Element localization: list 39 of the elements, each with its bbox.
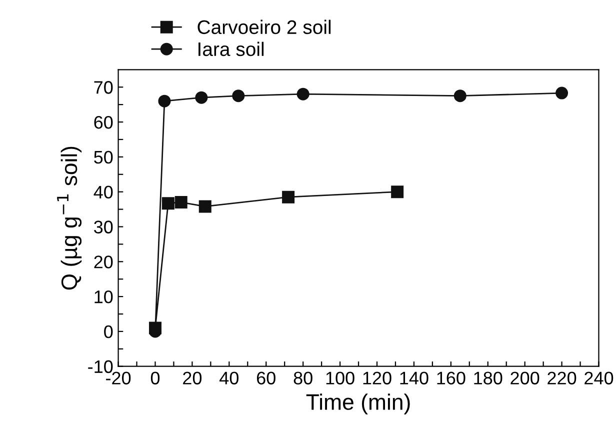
y-tick-label: 50 bbox=[94, 150, 113, 164]
y-tick-label: 10 bbox=[94, 290, 113, 304]
x-tick-label: 200 bbox=[510, 372, 540, 384]
x-tick-label: 80 bbox=[294, 372, 312, 384]
x-tick-label: 120 bbox=[363, 372, 392, 384]
point bbox=[282, 190, 295, 204]
y-tick-label: 20 bbox=[94, 256, 113, 268]
x-tick-label: -20 bbox=[106, 372, 131, 384]
x-tick-label: 220 bbox=[548, 372, 576, 384]
point bbox=[158, 94, 171, 108]
x-tick-label: 140 bbox=[400, 372, 428, 384]
y-tick-label: 70 bbox=[94, 81, 113, 94]
point bbox=[232, 90, 245, 102]
y-tick-label: 0 bbox=[104, 325, 113, 338]
x-tick-label: 100 bbox=[326, 372, 354, 384]
y-tick-label: 30 bbox=[94, 220, 113, 234]
point bbox=[454, 90, 466, 102]
point bbox=[556, 86, 568, 100]
point bbox=[174, 196, 188, 209]
point bbox=[162, 197, 174, 210]
point bbox=[296, 88, 310, 100]
x-tick-label: 0 bbox=[150, 372, 160, 384]
x-tick-label: 60 bbox=[256, 372, 276, 384]
x-tick-label: 180 bbox=[474, 372, 502, 384]
y-tick-label: 60 bbox=[94, 116, 113, 129]
point bbox=[195, 91, 208, 104]
legend-label: Carvoeiro 2 soil bbox=[198, 20, 331, 34]
legend-label: Iara soil bbox=[198, 42, 264, 56]
x-tick-label: 160 bbox=[437, 372, 466, 384]
point bbox=[148, 322, 162, 334]
y-tick-label: 40 bbox=[94, 186, 113, 199]
y-tick-label: -10 bbox=[88, 360, 113, 374]
x-tick-label: 240 bbox=[584, 372, 614, 384]
point bbox=[391, 186, 404, 198]
x-axis-title: Time (min) bbox=[306, 394, 410, 414]
y-axis-title: Q (µg g$^{−1}$ soil) bbox=[57, 146, 82, 290]
point bbox=[198, 200, 212, 213]
x-tick-label: 20 bbox=[183, 372, 202, 384]
x-tick-label: 40 bbox=[220, 372, 238, 384]
